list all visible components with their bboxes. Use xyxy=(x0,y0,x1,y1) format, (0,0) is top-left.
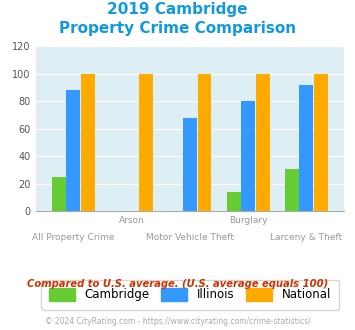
Text: Compared to U.S. average. (U.S. average equals 100): Compared to U.S. average. (U.S. average … xyxy=(27,279,328,289)
Text: 2019 Cambridge: 2019 Cambridge xyxy=(107,2,248,16)
Bar xyxy=(226,192,241,211)
Bar xyxy=(52,177,66,211)
Bar xyxy=(139,74,153,211)
Bar xyxy=(314,74,328,211)
Text: All Property Crime: All Property Crime xyxy=(32,233,115,242)
Bar xyxy=(241,101,255,211)
Bar xyxy=(66,90,80,211)
Bar xyxy=(256,74,270,211)
Bar xyxy=(285,169,299,211)
Bar xyxy=(183,118,197,211)
Bar xyxy=(197,74,212,211)
Text: Motor Vehicle Theft: Motor Vehicle Theft xyxy=(146,233,234,242)
Text: Larceny & Theft: Larceny & Theft xyxy=(271,233,343,242)
Text: Property Crime Comparison: Property Crime Comparison xyxy=(59,21,296,36)
Text: © 2024 CityRating.com - https://www.cityrating.com/crime-statistics/: © 2024 CityRating.com - https://www.city… xyxy=(45,317,310,326)
Text: Burglary: Burglary xyxy=(229,216,267,225)
Text: Arson: Arson xyxy=(119,216,144,225)
Bar xyxy=(81,74,95,211)
Bar xyxy=(300,85,313,211)
Legend: Cambridge, Illinois, National: Cambridge, Illinois, National xyxy=(41,280,339,310)
